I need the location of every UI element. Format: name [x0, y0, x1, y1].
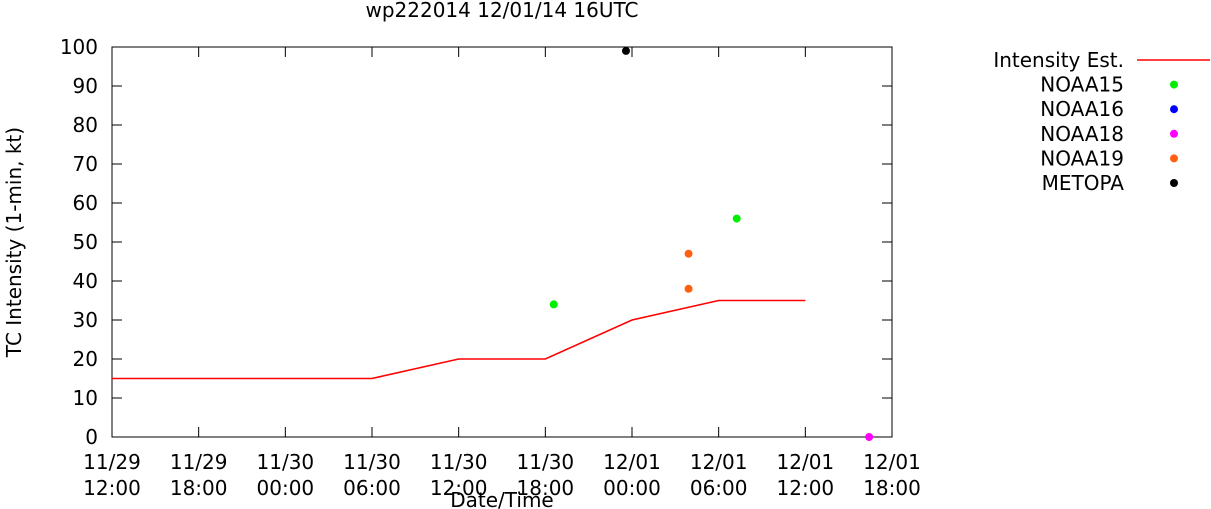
y-axis-label: TC Intensity (1-min, kt): [2, 127, 26, 358]
legend-swatch-noaa15: [1170, 80, 1178, 89]
legend-label-noaa16: NOAA16: [1040, 97, 1124, 121]
x-tick-date-label: 11/30: [517, 450, 575, 474]
legend-label-noaa18: NOAA18: [1040, 122, 1124, 146]
y-tick-label: 70: [73, 152, 98, 176]
y-tick-label: 100: [60, 35, 98, 59]
x-tick-date-label: 12/01: [863, 450, 921, 474]
legend-label-noaa15: NOAA15: [1040, 73, 1124, 97]
y-tick-label: 80: [73, 113, 98, 137]
y-tick-label: 10: [73, 386, 98, 410]
noaa19-point: [684, 284, 693, 293]
legend-swatch-noaa19: [1170, 154, 1178, 163]
y-tick-label: 0: [85, 425, 98, 449]
x-axis-label: Date/Time: [450, 488, 554, 509]
x-tick-date-label: 12/01: [603, 450, 661, 474]
noaa15-point: [732, 214, 741, 223]
x-tick-date-label: 12/01: [690, 450, 748, 474]
x-tick-time-label: 00:00: [257, 476, 315, 500]
legend-label-noaa19: NOAA19: [1040, 146, 1124, 170]
axes: 010203040506070809010011/2912:0011/2918:…: [60, 35, 921, 500]
y-tick-label: 40: [73, 269, 98, 293]
x-tick-date-label: 11/29: [83, 450, 141, 474]
noaa19-point: [684, 249, 693, 258]
y-tick-label: 60: [73, 191, 98, 215]
x-tick-time-label: 06:00: [690, 476, 748, 500]
legend-swatch-noaa16: [1170, 105, 1178, 114]
y-tick-label: 30: [73, 308, 98, 332]
x-tick-time-label: 18:00: [517, 476, 575, 500]
legend-swatch-metopa: [1170, 179, 1178, 187]
legend: Intensity Est.NOAA15NOAA16NOAA18NOAA19ME…: [993, 48, 1210, 195]
x-tick-time-label: 06:00: [343, 476, 401, 500]
metopa-point: [621, 46, 630, 55]
y-tick-label: 90: [73, 74, 98, 98]
x-tick-date-label: 12/01: [777, 450, 835, 474]
x-tick-time-label: 12:00: [430, 476, 488, 500]
x-tick-time-label: 12:00: [83, 476, 141, 500]
x-tick-time-label: 00:00: [603, 476, 661, 500]
y-tick-label: 50: [73, 230, 98, 254]
x-tick-time-label: 18:00: [170, 476, 228, 500]
x-tick-date-label: 11/30: [343, 450, 401, 474]
x-tick-date-label: 11/30: [257, 450, 315, 474]
chart-title: wp222014 12/01/14 16UTC: [365, 0, 638, 22]
intensity-est-line: [112, 299, 806, 380]
x-tick-time-label: 12:00: [777, 476, 835, 500]
plot-series: [112, 46, 874, 441]
x-tick-date-label: 11/29: [170, 450, 228, 474]
noaa18-point: [865, 433, 874, 441]
legend-label-intensity-est: Intensity Est.: [993, 48, 1124, 72]
x-tick-date-label: 11/30: [430, 450, 488, 474]
legend-swatch-noaa18: [1170, 129, 1178, 138]
noaa15-point: [549, 300, 558, 309]
y-tick-label: 20: [73, 347, 98, 371]
x-tick-time-label: 18:00: [863, 476, 921, 500]
legend-label-metopa: METOPA: [1042, 171, 1125, 195]
